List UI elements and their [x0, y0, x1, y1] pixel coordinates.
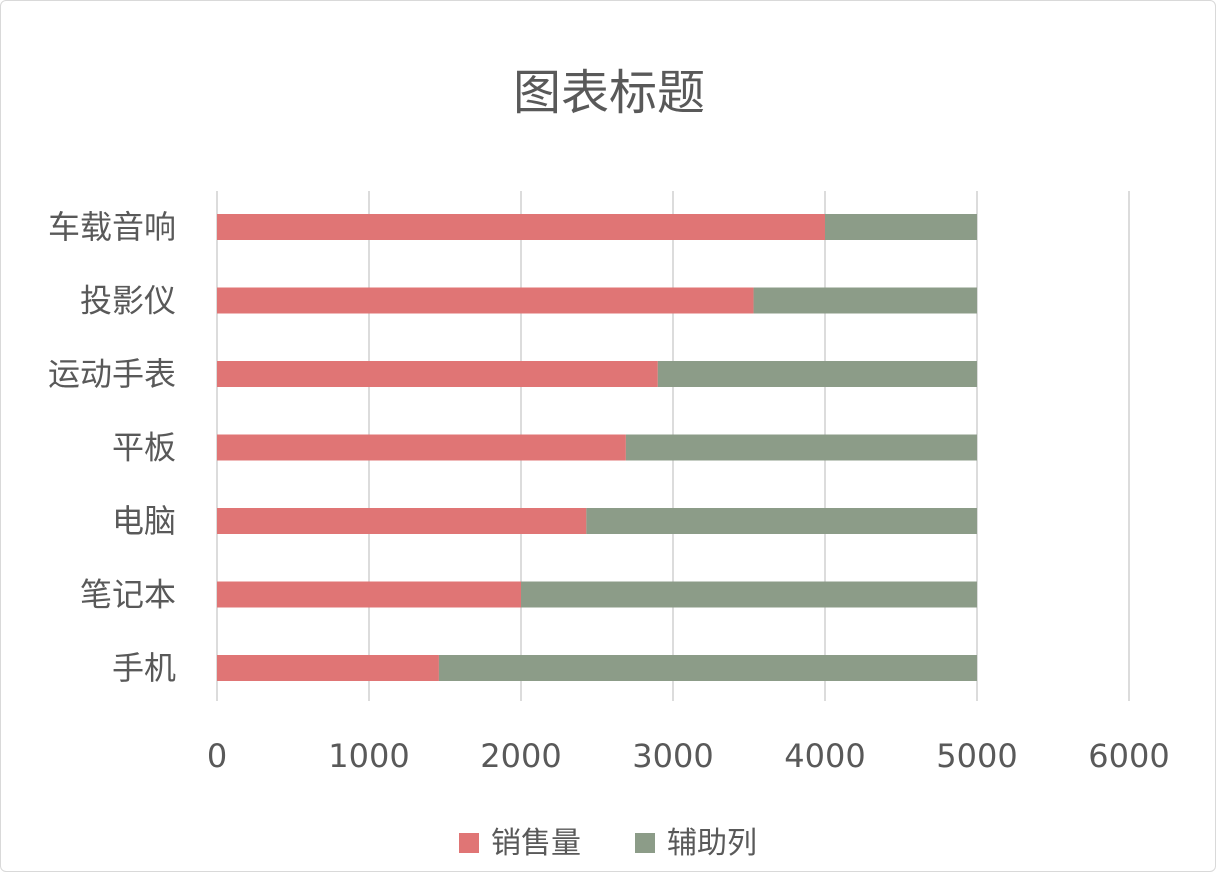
category-label: 电脑: [112, 502, 176, 540]
bar-sales: [217, 434, 626, 461]
chart-title: 图表标题: [513, 65, 705, 121]
bars-layer: [217, 214, 977, 681]
bar-helper: [753, 287, 977, 314]
x-tick-label: 6000: [1088, 737, 1169, 775]
bar-sales: [217, 508, 587, 534]
bar-helper: [625, 434, 977, 461]
bar-helper: [825, 214, 977, 240]
bar-helper: [657, 361, 977, 387]
x-tick-label: 0: [207, 737, 227, 775]
bar-sales: [217, 214, 825, 240]
category-label: 手机: [112, 649, 176, 687]
x-tick-label: 3000: [632, 737, 713, 775]
legend-label: 辅助列: [667, 826, 757, 856]
bar-sales: [217, 361, 658, 387]
bar-sales: [217, 581, 521, 608]
x-tick-label: 4000: [784, 737, 865, 775]
x-tick-labels: 0 1000 2000 3000 4000 5000 6000: [207, 737, 1170, 775]
legend-swatch: [635, 833, 655, 853]
bar-helper: [586, 508, 977, 534]
category-label: 车载音响: [48, 208, 176, 246]
legend-swatch: [459, 833, 479, 853]
category-label: 平板: [112, 429, 176, 467]
bar-sales: [217, 655, 439, 681]
bar-helper: [438, 655, 977, 681]
bar-helper: [521, 581, 977, 608]
category-label: 运动手表: [48, 355, 176, 393]
category-label: 投影仪: [80, 282, 176, 320]
x-tick-label: 1000: [328, 737, 409, 775]
x-tick-label: 2000: [480, 737, 561, 775]
legend-label: 销售量: [491, 826, 581, 856]
legend: 销售量 辅助列: [459, 826, 757, 856]
category-label: 笔记本: [80, 576, 176, 614]
bar-sales: [217, 287, 754, 314]
x-tick-label: 5000: [936, 737, 1017, 775]
